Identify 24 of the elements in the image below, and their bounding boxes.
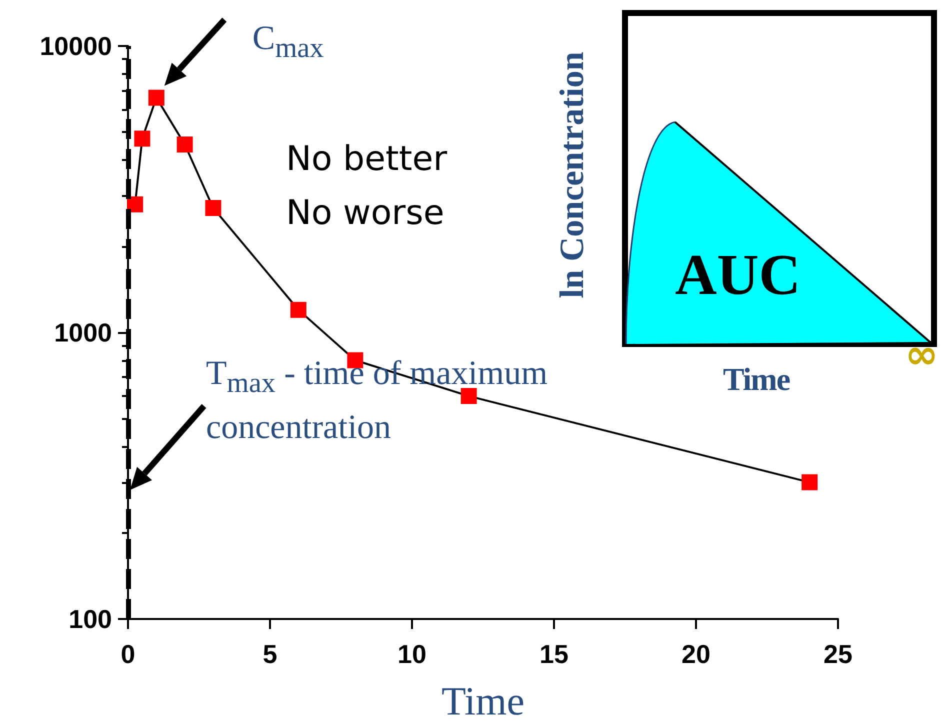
x-tick-label: 0 (120, 639, 136, 669)
point (127, 196, 144, 212)
x-tick-label: 5 (262, 639, 278, 669)
point (205, 200, 222, 216)
x-tick-label: 15 (540, 639, 568, 669)
x-tick-label: 20 (682, 639, 710, 669)
annotation: No better No worse (286, 138, 448, 235)
y-tick-label: 100 (68, 604, 112, 634)
y-tick-label: 1000 (54, 318, 112, 348)
point (460, 388, 477, 404)
annotation: AUC (675, 241, 801, 308)
annotation: C$_{max}$ (252, 20, 324, 64)
x-axis-title: Time (441, 678, 525, 724)
x-tick-label: 25 (824, 639, 852, 669)
text: ∞ (905, 332, 938, 378)
point (176, 136, 193, 153)
point (290, 302, 306, 318)
text: ln Concentration (554, 52, 592, 298)
point (148, 90, 164, 106)
text: Time (723, 361, 790, 398)
x-tick-label: 10 (398, 639, 426, 669)
point (134, 130, 150, 147)
y-tick-label: 10000 (40, 31, 112, 61)
point (802, 474, 818, 490)
